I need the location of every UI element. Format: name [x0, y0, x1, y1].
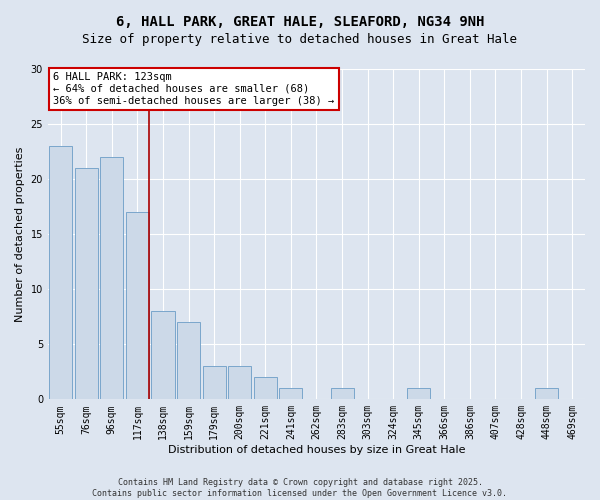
X-axis label: Distribution of detached houses by size in Great Hale: Distribution of detached houses by size … — [168, 445, 465, 455]
Bar — [331, 388, 353, 400]
Text: Contains HM Land Registry data © Crown copyright and database right 2025.
Contai: Contains HM Land Registry data © Crown c… — [92, 478, 508, 498]
Bar — [535, 388, 558, 400]
Bar — [254, 378, 277, 400]
Bar — [151, 311, 175, 400]
Bar — [100, 157, 124, 400]
Text: Size of property relative to detached houses in Great Hale: Size of property relative to detached ho… — [83, 32, 517, 46]
Bar — [49, 146, 72, 400]
Bar — [280, 388, 302, 400]
Bar — [407, 388, 430, 400]
Text: 6 HALL PARK: 123sqm
← 64% of detached houses are smaller (68)
36% of semi-detach: 6 HALL PARK: 123sqm ← 64% of detached ho… — [53, 72, 335, 106]
Y-axis label: Number of detached properties: Number of detached properties — [15, 146, 25, 322]
Bar — [177, 322, 200, 400]
Bar — [126, 212, 149, 400]
Bar — [75, 168, 98, 400]
Bar — [228, 366, 251, 400]
Bar — [203, 366, 226, 400]
Text: 6, HALL PARK, GREAT HALE, SLEAFORD, NG34 9NH: 6, HALL PARK, GREAT HALE, SLEAFORD, NG34… — [116, 15, 484, 29]
